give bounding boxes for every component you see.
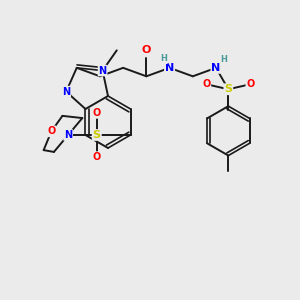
Text: H: H — [160, 54, 167, 63]
Text: N: N — [212, 63, 220, 73]
Text: H: H — [220, 56, 227, 64]
Text: N: N — [62, 87, 70, 97]
Text: O: O — [93, 108, 101, 118]
Text: S: S — [93, 130, 101, 140]
Text: O: O — [93, 152, 101, 162]
Text: O: O — [142, 45, 151, 55]
Text: O: O — [202, 79, 210, 89]
Text: O: O — [47, 126, 56, 136]
Text: N: N — [165, 63, 174, 73]
Text: N: N — [98, 66, 107, 76]
Text: N: N — [64, 130, 72, 140]
Text: O: O — [246, 79, 255, 89]
Text: S: S — [224, 84, 232, 94]
